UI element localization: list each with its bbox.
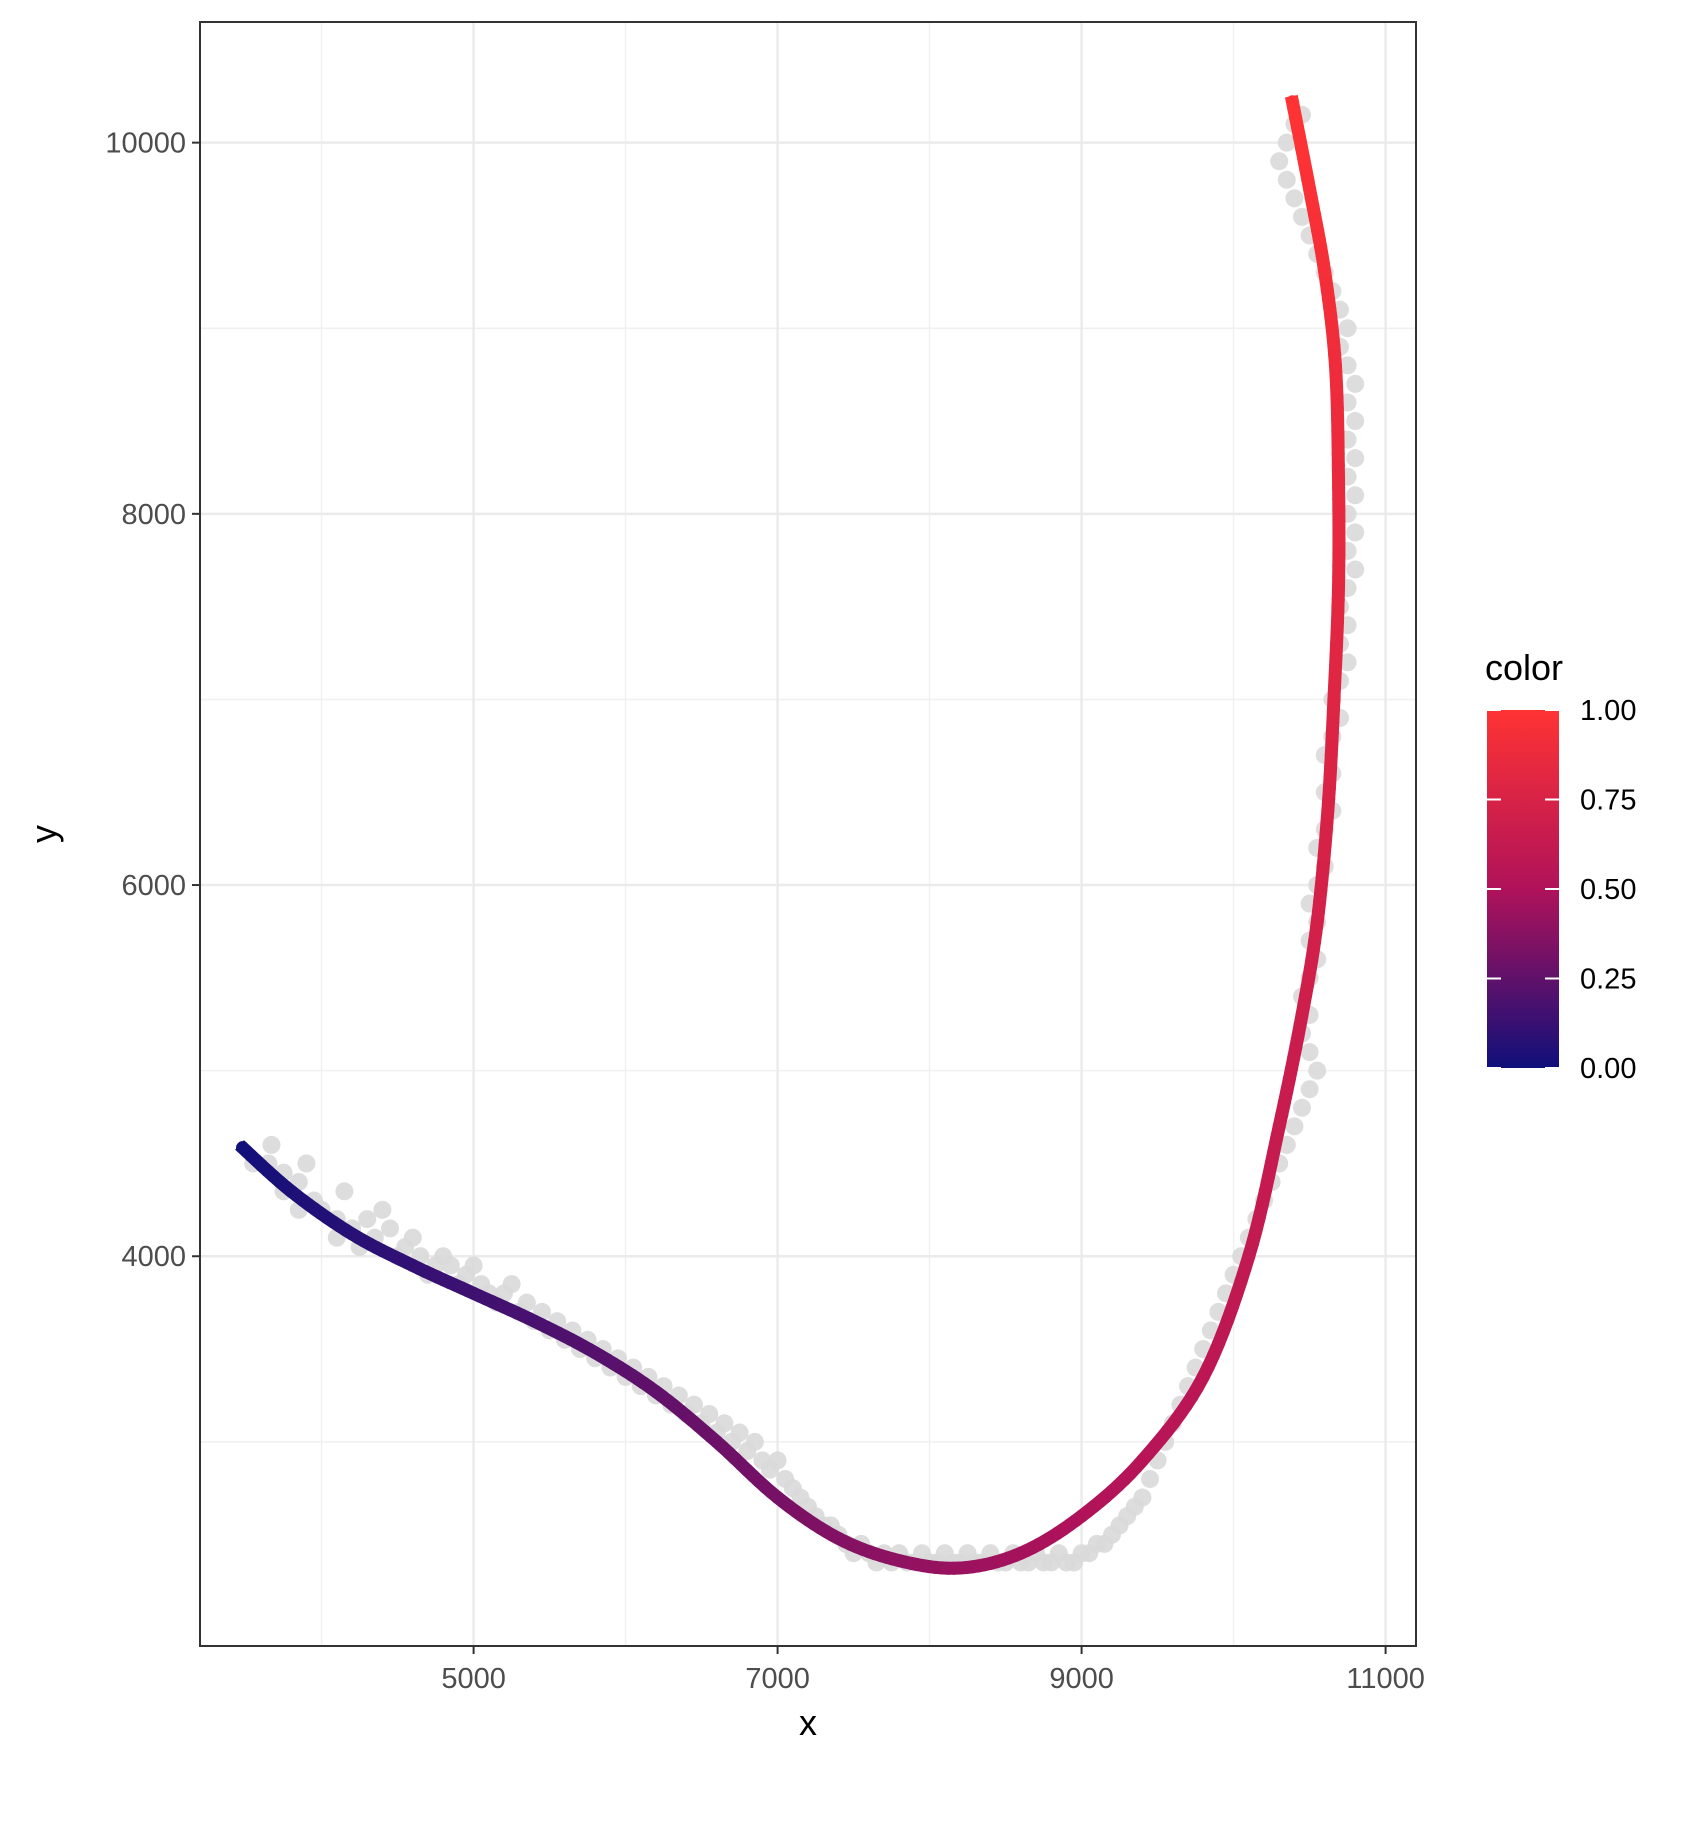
data-point	[1308, 1061, 1327, 1080]
x-axis-title: x	[799, 1702, 817, 1743]
y-tick-label: 8000	[121, 499, 186, 531]
data-point	[502, 1275, 521, 1294]
data-point	[335, 1182, 354, 1201]
data-point	[1133, 1488, 1152, 1507]
data-point	[1277, 170, 1296, 189]
legend: color 0.00 0.25 0.50 0.75 1.00	[1485, 647, 1636, 1085]
legend-ticks: 0.00 0.25 0.50 0.75 1.00	[1487, 695, 1636, 1085]
data-point	[1346, 412, 1365, 431]
y-tick-label: 4000	[121, 1241, 186, 1273]
data-point	[745, 1432, 764, 1451]
data-point	[730, 1423, 749, 1442]
legend-label: 0.75	[1580, 785, 1636, 817]
data-point	[1338, 356, 1357, 375]
data-point	[373, 1200, 392, 1219]
data-point	[1141, 1469, 1159, 1488]
legend-title: color	[1485, 647, 1563, 688]
data-point	[403, 1228, 422, 1247]
y-tick-label: 10000	[105, 128, 186, 160]
data-point	[358, 1210, 377, 1229]
curve-layer	[235, 94, 1346, 1575]
x-tick-label: 9000	[1049, 1663, 1114, 1695]
grid-minor	[200, 22, 1416, 1646]
data-point	[381, 1219, 399, 1238]
x-tick-label: 7000	[745, 1663, 810, 1695]
legend-label: 1.00	[1580, 695, 1636, 727]
plot-panel	[200, 22, 1416, 1646]
grid-major	[200, 22, 1416, 1646]
data-point	[1346, 374, 1365, 393]
data-point	[1338, 319, 1357, 338]
y-axis: 4000 6000 8000 10000	[105, 128, 200, 1273]
data-point	[297, 1154, 316, 1173]
data-point	[1285, 189, 1304, 208]
data-point	[1270, 152, 1289, 171]
data-point	[1346, 486, 1365, 505]
data-point	[262, 1135, 281, 1154]
data-point	[1285, 1117, 1304, 1136]
trajectory-segment	[1284, 94, 1299, 104]
legend-label: 0.25	[1580, 964, 1636, 996]
data-point	[715, 1414, 734, 1433]
data-point	[1300, 1080, 1319, 1099]
data-point	[1300, 1043, 1319, 1062]
data-point	[685, 1395, 703, 1414]
legend-label: 0.00	[1580, 1053, 1636, 1085]
data-point	[1346, 560, 1365, 579]
trajectory-segment	[1285, 95, 1301, 116]
data-point	[1277, 133, 1296, 152]
data-point	[768, 1451, 787, 1470]
data-point	[517, 1293, 536, 1312]
data-point	[1346, 449, 1365, 468]
plot-border	[199, 21, 1417, 1647]
data-point	[700, 1405, 719, 1423]
data-point	[1346, 523, 1365, 542]
y-axis-title: y	[23, 825, 64, 843]
data-point	[464, 1256, 483, 1275]
data-point	[1338, 653, 1357, 672]
x-tick-label: 11000	[1346, 1663, 1425, 1695]
data-point	[1293, 207, 1311, 226]
data-point	[1293, 1098, 1311, 1117]
x-axis: 5000 7000 9000 11000	[441, 1646, 1425, 1695]
legend-label: 0.50	[1580, 874, 1636, 906]
data-point	[441, 1256, 460, 1275]
x-tick-label: 5000	[441, 1663, 506, 1695]
y-tick-label: 6000	[121, 870, 186, 902]
